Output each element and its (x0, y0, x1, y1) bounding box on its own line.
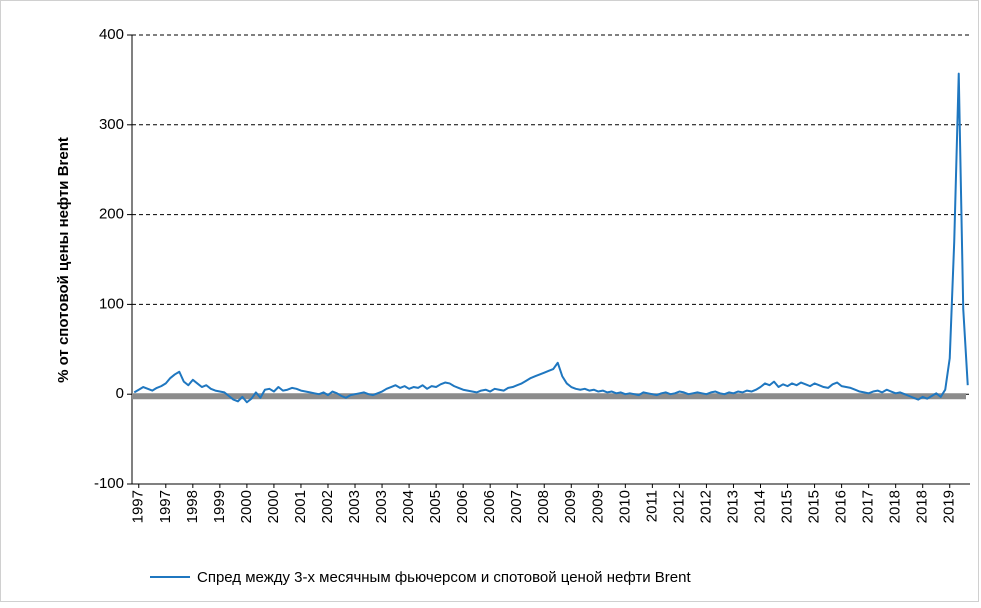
x-tick-label: 1998 (184, 490, 201, 523)
x-tick-label: 2007 (508, 490, 525, 523)
x-tick-label: 1997 (130, 490, 147, 523)
x-tick-label: 2013 (724, 490, 741, 523)
x-tick-label: 2018 (914, 490, 931, 523)
x-tick-label: 2016 (833, 490, 850, 523)
x-tick-label: 2005 (427, 490, 444, 523)
x-tick-label: 2014 (751, 490, 768, 523)
y-tick-label: 0 (116, 385, 124, 402)
x-tick-label: 1997 (157, 490, 174, 523)
x-tick-label: 2003 (373, 490, 390, 523)
x-tick-label: 2012 (697, 490, 714, 523)
x-tick-label: 2000 (265, 490, 282, 523)
x-tick-label: 2015 (779, 490, 796, 523)
y-tick-label: 100 (99, 295, 124, 312)
y-tick-label: -100 (94, 475, 124, 492)
x-tick-label: 2019 (941, 490, 958, 523)
y-tick-label: 300 (99, 116, 124, 133)
x-tick-label: 2009 (589, 490, 606, 523)
x-tick-label: 2018 (887, 490, 904, 523)
x-tick-label: 2015 (806, 490, 823, 523)
x-tick-label: 2001 (292, 490, 309, 523)
x-tick-label: 2004 (400, 490, 417, 523)
y-tick-label: 200 (99, 206, 124, 223)
x-tick-label: 2009 (562, 490, 579, 523)
x-tick-label: 2008 (535, 490, 552, 523)
legend-label: Спред между 3-х месячным фьючерсом и спо… (197, 569, 691, 586)
x-tick-label: 2006 (481, 490, 498, 523)
x-tick-label: 2010 (616, 490, 633, 523)
y-axis-label: % от спотовой цены нефти Brent (55, 137, 72, 383)
x-tick-label: 2017 (860, 490, 877, 523)
x-tick-label: 2002 (319, 490, 336, 523)
x-tick-label: 2000 (238, 490, 255, 523)
x-tick-label: 2006 (454, 490, 471, 523)
x-tick-label: 2012 (670, 490, 687, 523)
x-tick-label: 2011 (643, 490, 660, 522)
y-tick-label: 400 (99, 26, 124, 43)
x-tick-label: 2003 (346, 490, 363, 523)
x-tick-label: 1999 (211, 490, 228, 523)
data-line (133, 72, 969, 404)
